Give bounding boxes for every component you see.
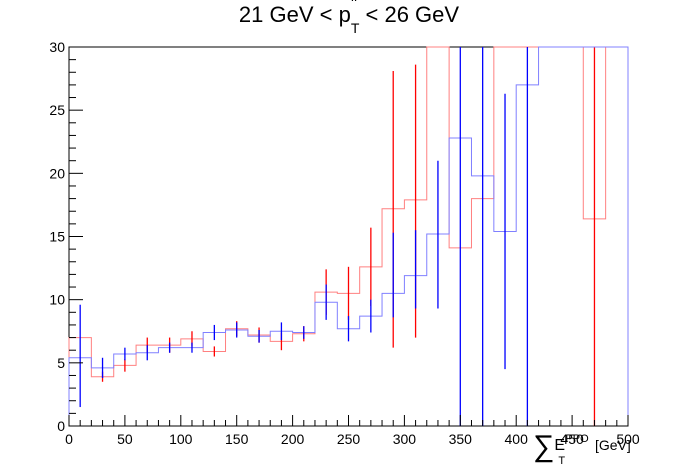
x-tick-label: 0 [65,431,73,447]
x-tick-label: 400 [505,431,529,447]
x-tick-label: 200 [281,431,305,447]
y-tick-label: 10 [49,292,65,308]
y-tick-label: 0 [57,418,65,434]
y-tick-label: 15 [49,229,65,245]
x-tick-label: 50 [117,431,133,447]
x-tick-label: 350 [449,431,473,447]
x-tick-label: 100 [169,431,193,447]
x-tick-label: 300 [393,431,417,447]
y-tick-label: 25 [49,102,65,118]
y-tick-label: 30 [49,39,65,55]
y-tick-label: 5 [57,355,65,371]
plot-frame [68,46,629,427]
x-tick-label: 150 [225,431,249,447]
x-axis-label: ∑E PPO T [GeV] [533,430,631,467]
x-tick-label: 250 [337,431,361,447]
x-tick-label: 500 [616,431,640,447]
chart-title: 21 GeV < pllT < 26 GeV [238,0,460,37]
histogram-series-1 [68,46,629,426]
series-layer [68,46,629,426]
plot-frame-rect [68,46,629,427]
y-tick-label: 20 [49,165,65,181]
x-tick-label: 450 [560,431,584,447]
histogram-series-0 [68,46,629,426]
